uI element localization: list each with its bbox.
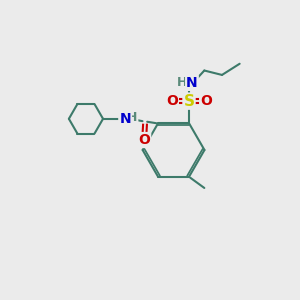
Text: S: S [184, 94, 194, 109]
Text: H: H [127, 111, 137, 124]
Text: N: N [119, 112, 131, 126]
Text: H: H [177, 76, 188, 89]
Text: O: O [200, 94, 212, 108]
Text: O: O [138, 133, 150, 147]
Text: O: O [166, 94, 178, 108]
Text: N: N [186, 76, 198, 90]
